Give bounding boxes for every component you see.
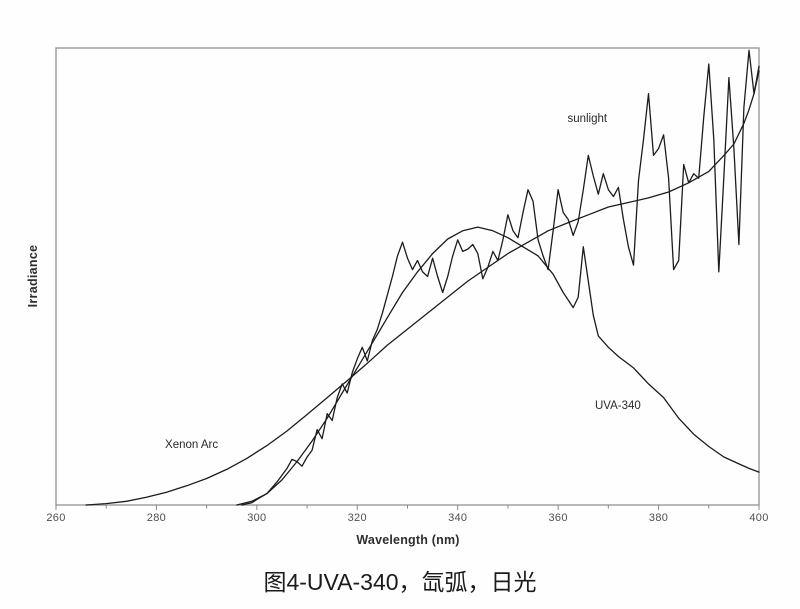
x-tick-label: 400 <box>749 512 769 524</box>
x-axis-label: Wavelength (nm) <box>356 533 460 547</box>
x-tick-label: 360 <box>548 512 568 524</box>
x-tick-label: 280 <box>146 512 167 524</box>
figure-caption: 图4-UVA-340，氙弧，日光 <box>263 569 537 595</box>
series-label-xenon-arc: Xenon Arc <box>165 439 219 452</box>
x-tick-label: 320 <box>347 512 367 524</box>
plot-frame <box>55 47 760 506</box>
x-tick-label: 260 <box>46 512 66 524</box>
series-label-uva-340: UVA-340 <box>594 399 641 412</box>
x-tick-label: 380 <box>648 512 669 524</box>
series-line-xenon-arc <box>85 70 760 506</box>
series-label-sunlight: sunlight <box>567 112 608 125</box>
series-line-uva-340 <box>236 226 760 506</box>
series-line-sunlight <box>241 49 760 506</box>
x-tick-label: 340 <box>448 512 468 524</box>
x-tick-label: 300 <box>247 512 267 524</box>
y-axis-label: Irradiance <box>26 244 40 308</box>
